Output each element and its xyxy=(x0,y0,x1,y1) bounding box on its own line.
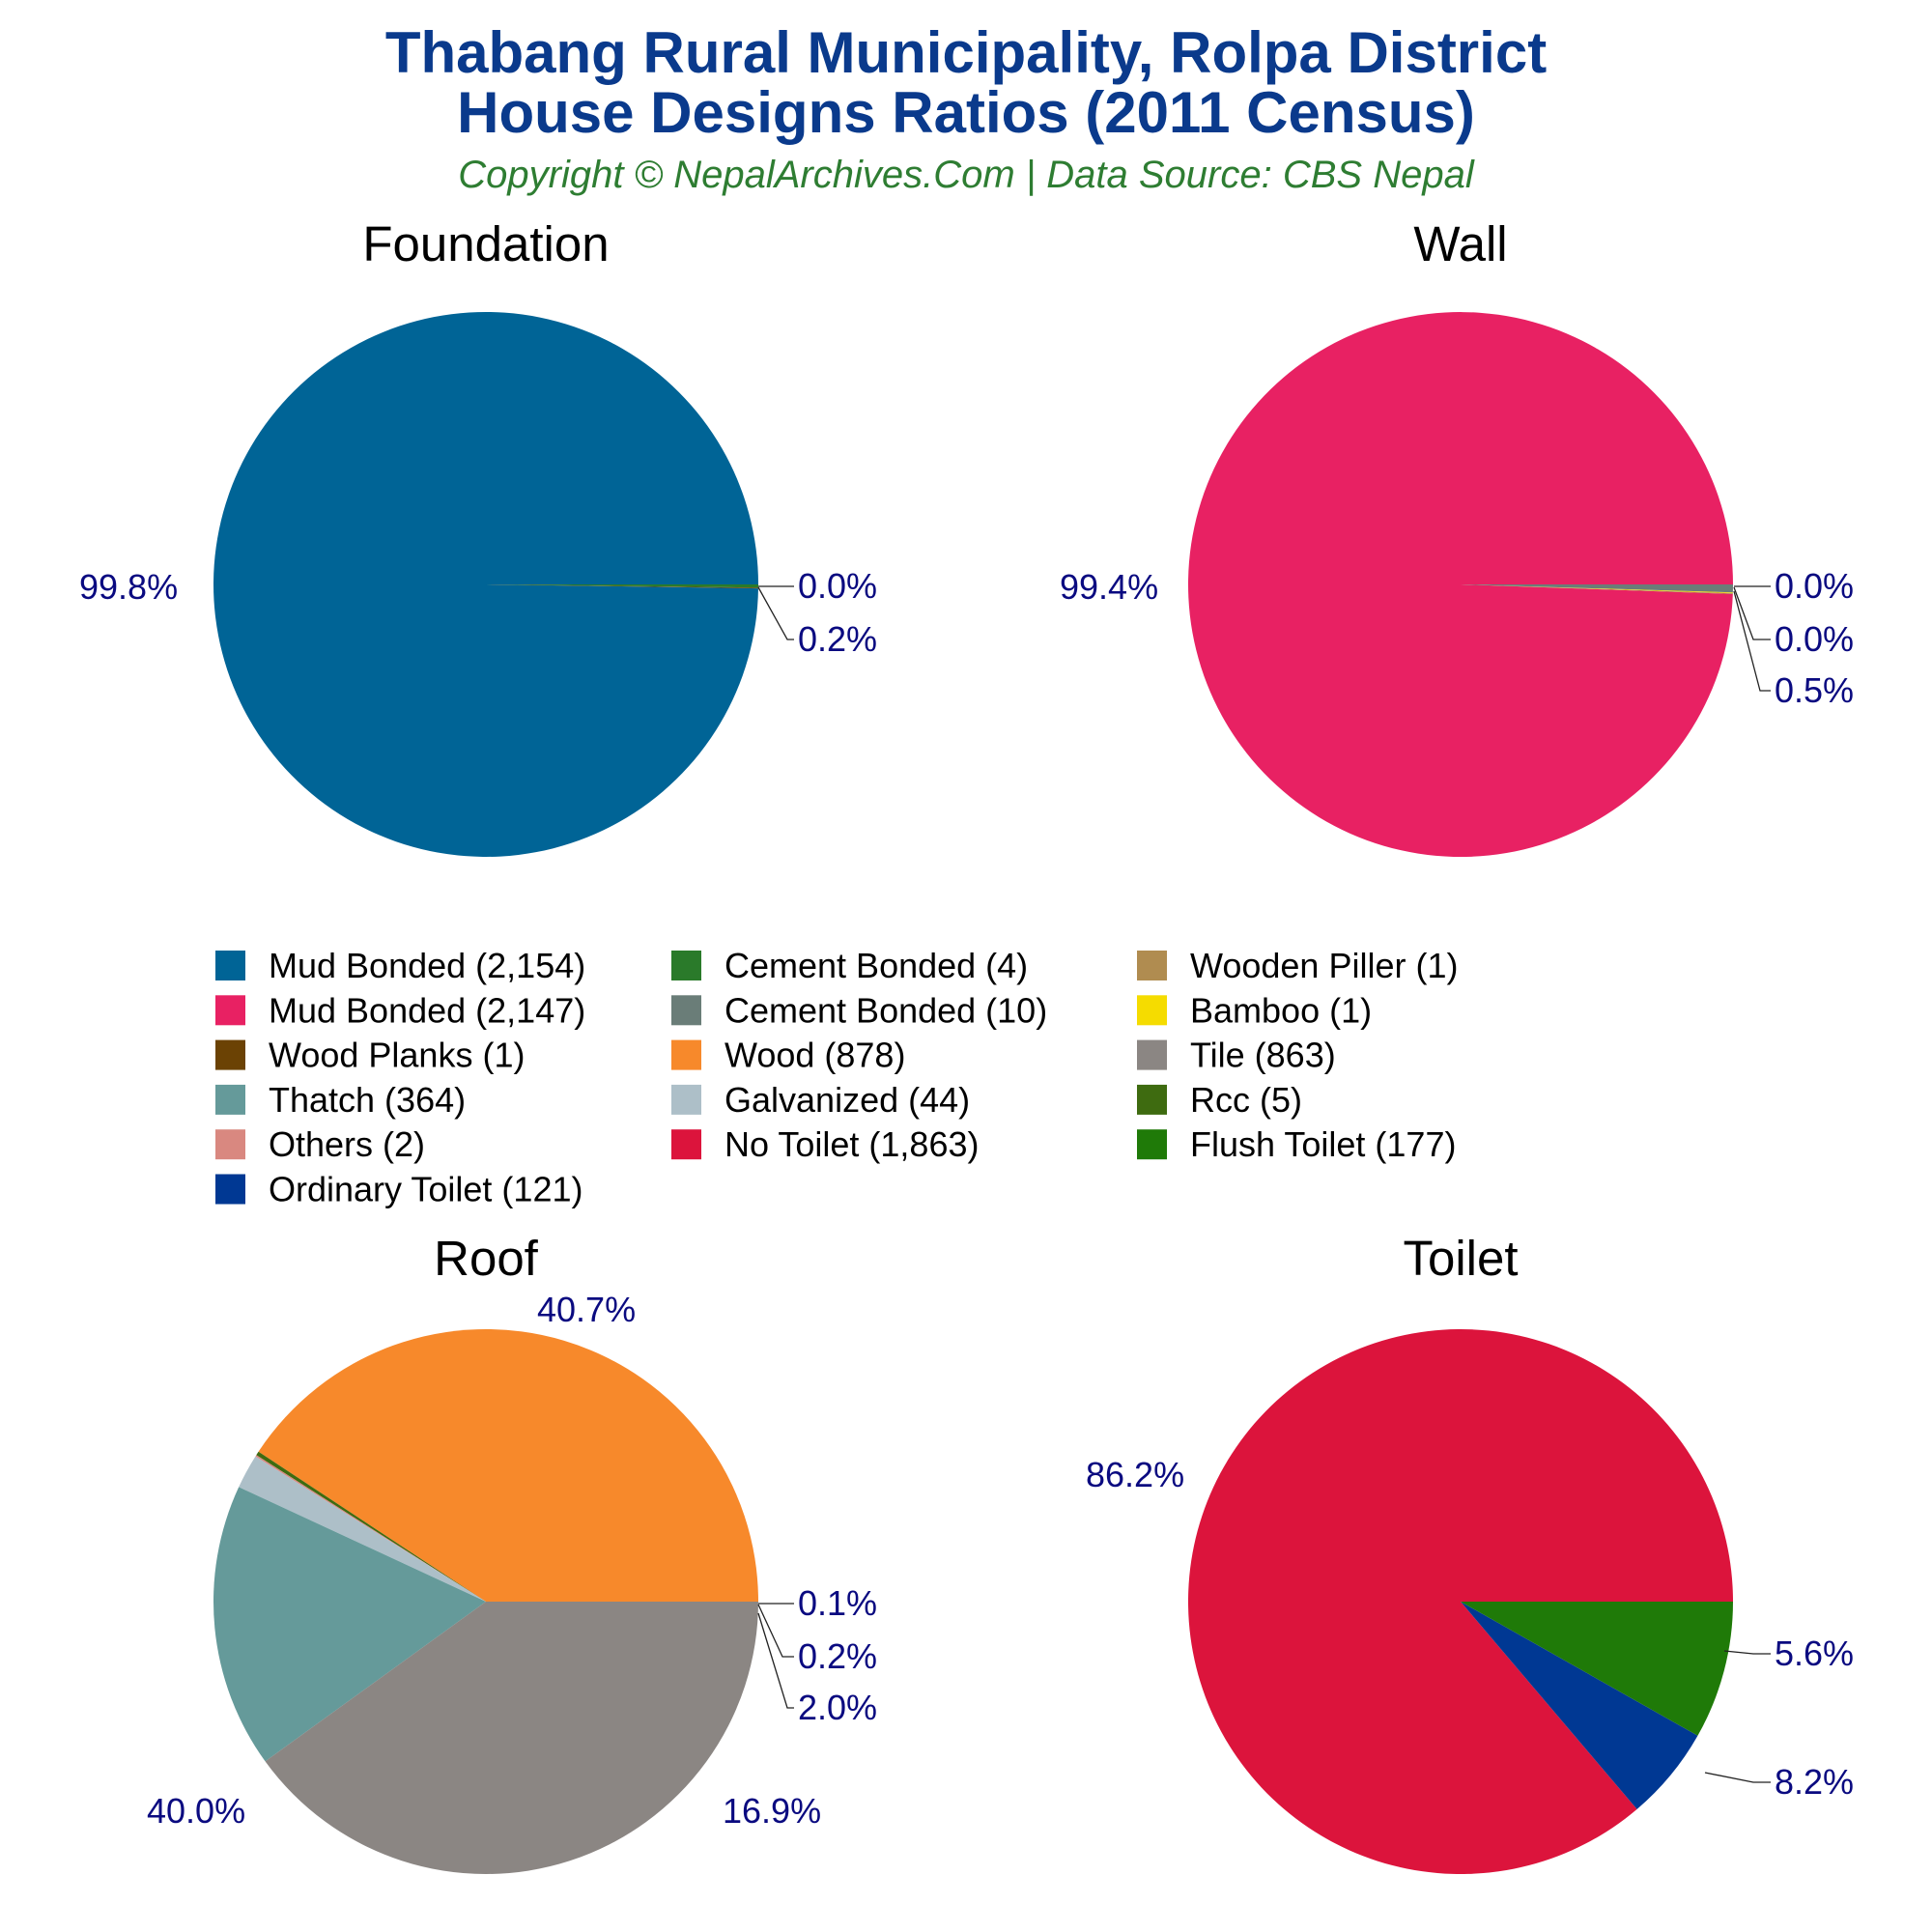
pct-label-roof-thatch: 16.9% xyxy=(723,1791,821,1831)
pie-slice-foundation-cement-bonded xyxy=(486,584,758,588)
legend-item-ordinary-toilet-121: Ordinary Toilet (121) xyxy=(269,1170,582,1209)
legend-swatch xyxy=(1137,1129,1167,1160)
legend-swatch xyxy=(215,995,245,1026)
pie-slice-roof-thatch xyxy=(213,1487,486,1762)
pct-label-roof-rcc: 0.1% xyxy=(798,1583,877,1623)
toilet-pie: Toilet 86.2% 5.6% 8.2% xyxy=(1086,1231,1854,1875)
pie-slice-wall-bamboo xyxy=(1461,584,1733,594)
pct-label-roof-others: 0.2% xyxy=(798,1636,877,1676)
legend-swatch xyxy=(1137,995,1167,1026)
legend-swatch xyxy=(1137,1084,1167,1115)
wall-pie: Wall 99.4% 0.0% 0.0% 0.5% xyxy=(1060,216,1854,858)
pie-title-roof: Roof xyxy=(434,1231,539,1286)
pie-slice-toilet-no-toilet xyxy=(1187,1329,1733,1875)
pct-label-toilet-no-toilet: 86.2% xyxy=(1086,1455,1184,1494)
pie-slice-wall-cement-bonded xyxy=(1461,584,1733,593)
legend-item-others-2: Others (2) xyxy=(269,1124,425,1164)
pie-slice-roof-galvanized xyxy=(239,1456,486,1602)
pie-slice-foundation-wood-planks xyxy=(486,584,758,589)
legend-swatch xyxy=(671,1084,701,1115)
foundation-pie: Foundation 99.8% 0.0% 0.2% xyxy=(79,216,877,857)
legend: Mud Bonded (2,154) Mud Bonded (2,147) Wood… xyxy=(215,946,1458,1209)
legend-item-mud-bonded-2-147: Mud Bonded (2,147) xyxy=(269,990,585,1030)
chart-title-line1: Thabang Rural Municipality, Rolpa Distri… xyxy=(385,20,1547,85)
pct-label-foundation-cement-bonded: 0.2% xyxy=(798,619,877,659)
legend-item-tile-863: Tile (863) xyxy=(1190,1036,1336,1075)
pct-label-foundation-wood-planks: 0.0% xyxy=(798,566,877,606)
chart-title-line2: House Designs Ratios (2011 Census) xyxy=(457,80,1475,145)
pct-label-wall-mud-bonded: 99.4% xyxy=(1060,567,1158,607)
pct-label-roof-wood: 40.7% xyxy=(537,1290,636,1329)
pie-slice-roof-others xyxy=(255,1455,486,1602)
legend-swatch xyxy=(1137,951,1167,980)
pct-label-wall-wooden-piller: 0.0% xyxy=(1775,566,1854,606)
legend-swatch xyxy=(215,1129,245,1160)
roof-pie: Roof 40.7% 0.1% 0.2% 2.0% 16.9% 40.0% xyxy=(147,1231,877,1875)
legend-swatch xyxy=(215,951,245,980)
leader-line xyxy=(757,586,794,640)
legend-swatch xyxy=(671,1129,701,1160)
pie-slice-roof-wood xyxy=(258,1328,758,1602)
legend-item-rcc-5: Rcc (5) xyxy=(1190,1080,1302,1120)
leader-line xyxy=(1723,1650,1771,1655)
legend-item-galvanized-44: Galvanized (44) xyxy=(724,1080,970,1120)
leader-line xyxy=(757,1604,794,1658)
pie-slice-foundation-mud-bonded xyxy=(213,311,758,857)
pie-title-wall: Wall xyxy=(1413,216,1507,271)
legend-item-no-toilet-1-863: No Toilet (1,863) xyxy=(724,1124,979,1164)
pct-label-toilet-flush-toilet: 8.2% xyxy=(1775,1762,1854,1802)
pie-slice-toilet-flush-toilet xyxy=(1461,1602,1733,1736)
pct-label-roof-galvanized: 2.0% xyxy=(798,1688,877,1727)
legend-item-wooden-piller-1: Wooden Piller (1) xyxy=(1190,946,1458,985)
pie-slice-wall-wooden-piller xyxy=(1461,584,1733,594)
pie-slice-roof-tile xyxy=(265,1602,758,1875)
pct-label-wall-cement-bonded: 0.5% xyxy=(1775,670,1854,710)
pie-title-foundation: Foundation xyxy=(362,216,609,271)
legend-item-thatch-364: Thatch (364) xyxy=(269,1080,466,1120)
chart-subtitle: Copyright © NepalArchives.Com | Data Sou… xyxy=(458,154,1475,196)
leader-line xyxy=(1733,586,1771,640)
pct-label-toilet-ordinary-toilet: 5.6% xyxy=(1775,1634,1854,1673)
leader-line xyxy=(1704,1772,1771,1783)
legend-item-cement-bonded-10: Cement Bonded (10) xyxy=(724,990,1047,1030)
pie-title-toilet: Toilet xyxy=(1403,1231,1518,1286)
pct-label-roof-tile: 40.0% xyxy=(147,1791,245,1831)
legend-swatch xyxy=(1137,1039,1167,1070)
legend-swatch xyxy=(215,1174,245,1205)
legend-item-flush-toilet-177: Flush Toilet (177) xyxy=(1190,1124,1456,1164)
pie-slice-wall-mud-bonded xyxy=(1187,312,1733,858)
legend-swatch xyxy=(215,1039,245,1070)
legend-item-mud-bonded-2-154: Mud Bonded (2,154) xyxy=(269,946,585,985)
legend-swatch xyxy=(671,995,701,1026)
legend-item-wood-planks-1: Wood Planks (1) xyxy=(269,1036,525,1075)
pie-slice-toilet-ordinary-toilet xyxy=(1461,1602,1698,1809)
legend-swatch xyxy=(671,951,701,980)
leader-line xyxy=(757,1612,794,1709)
legend-item-bamboo-1: Bamboo (1) xyxy=(1190,990,1372,1030)
pct-label-wall-bamboo: 0.0% xyxy=(1775,619,1854,659)
legend-swatch xyxy=(671,1039,701,1070)
pie-slice-roof-rcc xyxy=(256,1451,486,1602)
leader-line xyxy=(1733,590,1771,692)
legend-item-wood-878: Wood (878) xyxy=(724,1036,905,1075)
legend-swatch xyxy=(215,1084,245,1115)
legend-item-cement-bonded-4: Cement Bonded (4) xyxy=(724,946,1028,985)
pct-label-foundation-mud-bonded: 99.8% xyxy=(79,567,178,607)
